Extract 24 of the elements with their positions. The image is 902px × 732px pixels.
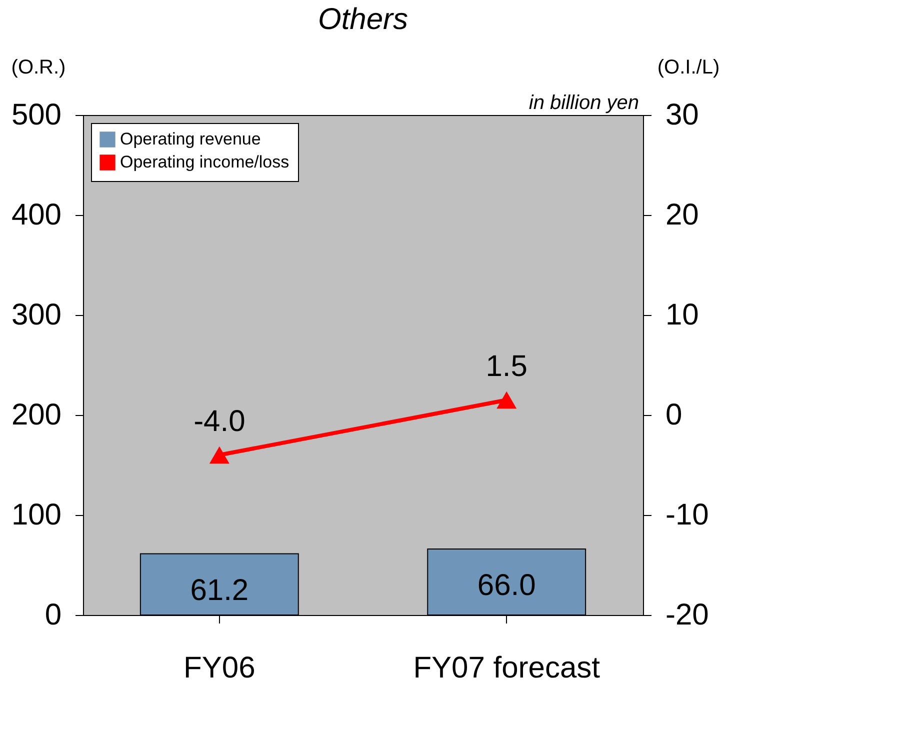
y-tick-label: 300 xyxy=(11,298,62,332)
legend-label: Operating revenue xyxy=(120,130,261,148)
y-axis-title: (O.R.) xyxy=(11,56,66,78)
legend-label: Operating income/loss xyxy=(120,152,290,172)
y-tick-label: 400 xyxy=(11,198,62,232)
y-tick-label: 200 xyxy=(11,398,62,432)
y2-tick-label: -10 xyxy=(666,498,709,532)
data-label: 1.5 xyxy=(486,350,528,383)
y-tick-label: 100 xyxy=(11,498,62,532)
data-label: -4.0 xyxy=(194,405,246,438)
y-tick-label: 500 xyxy=(11,98,62,132)
data-label: 66.0 xyxy=(477,569,536,602)
y2-tick-label: 30 xyxy=(666,98,699,132)
y-tick-label: 0 xyxy=(44,598,62,632)
data-label: 61.2 xyxy=(190,574,249,607)
text: in billion yen xyxy=(528,92,639,114)
y2-axis-title: (O.I./L) xyxy=(657,56,720,78)
y2-tick-label: 10 xyxy=(666,298,699,332)
y2-tick-label: 20 xyxy=(666,198,699,232)
x-tick-label: FY07 forecast xyxy=(413,652,601,684)
y2-tick-label: 0 xyxy=(666,398,682,432)
chart-title: Others xyxy=(318,3,408,36)
x-tick-label: FY06 xyxy=(184,652,256,684)
y2-tick-label: -20 xyxy=(666,598,709,632)
